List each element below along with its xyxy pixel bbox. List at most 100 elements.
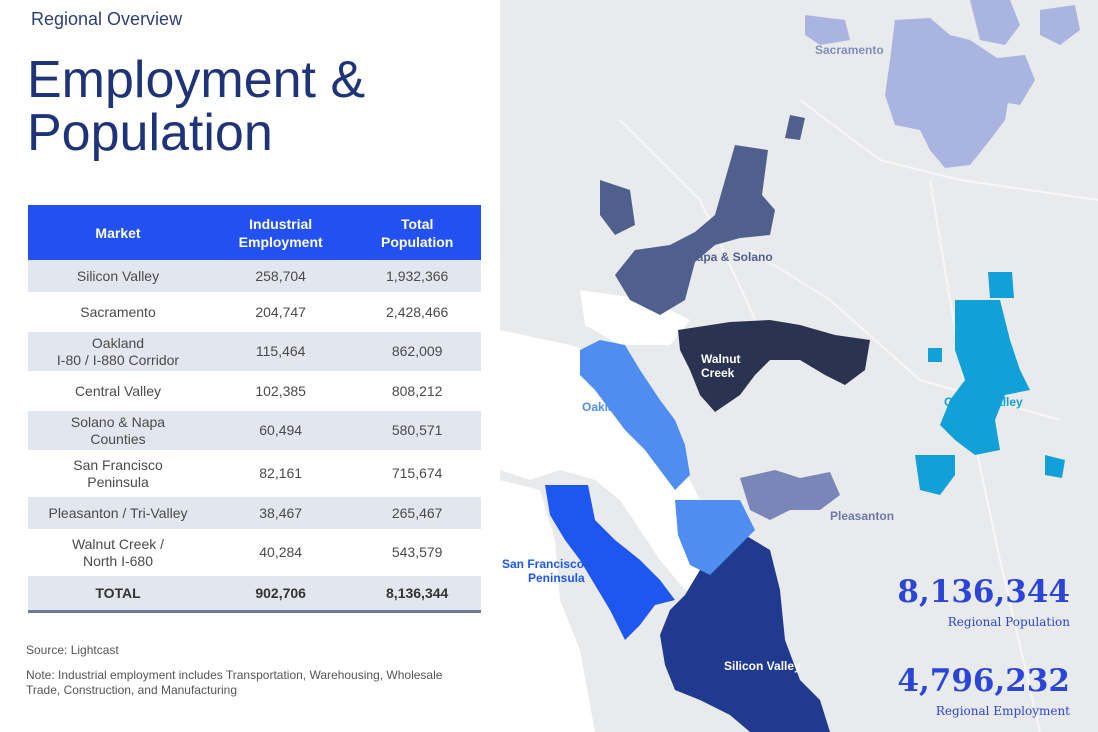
- region-napa-ne: [785, 115, 805, 140]
- region-napa-solano: [615, 145, 775, 315]
- market-name: Pleasanton / Tri-Valley: [48, 504, 188, 521]
- market-cell: Sacramento: [28, 294, 208, 332]
- regional-population-stat: 8,136,344 Regional Population: [897, 575, 1070, 629]
- market-name: Solano & Napa: [70, 413, 166, 430]
- map-label-silicon-valley: Silicon Valley: [724, 659, 801, 673]
- market-name: Walnut Creek /: [71, 535, 165, 552]
- employment-cell: 102,385: [208, 373, 354, 411]
- market-name-sub: Peninsula: [87, 473, 149, 490]
- column-header-label: Population: [381, 233, 454, 250]
- table-row: Walnut Creek / North I-680 40,284 543,579: [28, 531, 481, 576]
- table-header-row: Market Industrial Employment Total Populat…: [28, 205, 481, 260]
- market-name-sub: Counties: [90, 430, 146, 447]
- market-name: Oakland: [91, 334, 145, 351]
- region-walnut-creek: [678, 320, 870, 412]
- market-name: Central Valley: [74, 382, 162, 399]
- eyebrow-label: Regional Overview: [31, 9, 183, 29]
- total-population: 8,136,344: [353, 574, 481, 613]
- region-sacramento-west: [805, 15, 850, 45]
- market-cell: Walnut Creek / North I-680: [28, 531, 208, 576]
- map-label-pleasanton: Pleasanton: [830, 509, 894, 523]
- table-row: Pleasanton / Tri-Valley 38,467 265,467: [28, 495, 481, 533]
- employment-cell: 258,704: [208, 260, 354, 296]
- market-cell: Central Valley: [28, 373, 208, 411]
- table-row: San Francisco Peninsula 82,161 715,674: [28, 452, 481, 497]
- regional-employment-label: Regional Employment: [935, 704, 1070, 718]
- map-label-napa-solano: Napa & Solano: [688, 250, 773, 264]
- footnote: Note: Industrial employment includes Tra…: [26, 668, 443, 697]
- table-total-row: TOTAL 902,706 8,136,344: [28, 574, 481, 613]
- region-sacramento-east: [1040, 5, 1080, 45]
- population-cell: 2,428,466: [353, 294, 481, 332]
- regional-employment-stat: 4,796,232 Regional Employment: [897, 664, 1070, 718]
- source-note: Source: Lightcast: [26, 643, 119, 657]
- column-header-label: Employment: [238, 233, 323, 250]
- page-title: Employment & Population: [27, 54, 467, 160]
- column-header-employment: Industrial Employment: [208, 205, 354, 260]
- title-line-1: Employment &: [27, 51, 366, 109]
- region-napa-north: [600, 180, 635, 235]
- table-row: Central Valley 102,385 808,212: [28, 373, 481, 411]
- table-row: Solano & Napa Counties 60,494 580,571: [28, 409, 481, 454]
- san-pablo-bay: [580, 290, 690, 345]
- map-canvas: Sacramento Napa & Solano Walnut Creek Oa…: [500, 0, 1098, 732]
- region-central-valley-east: [1045, 455, 1065, 478]
- map-label-walnut-creek-2: Creek: [701, 366, 735, 380]
- population-cell: 1,932,366: [353, 260, 481, 296]
- population-cell: 808,212: [353, 373, 481, 411]
- employment-cell: 38,467: [208, 495, 354, 533]
- market-name: San Francisco: [73, 456, 163, 473]
- region-sacramento-se: [980, 55, 1035, 105]
- region-central-valley-dot: [928, 348, 942, 362]
- total-label: TOTAL: [28, 574, 208, 613]
- region-silicon-valley: [660, 535, 830, 732]
- region-sacramento: [885, 18, 1010, 168]
- column-header-label: Total: [400, 215, 434, 232]
- market-cell: Oakland I-80 / I-880 Corridor: [28, 330, 208, 375]
- regional-population-label: Regional Population: [947, 615, 1070, 629]
- map-label-sf-peninsula-1: San Francisco: [502, 557, 584, 571]
- population-cell: 862,009: [353, 330, 481, 375]
- map-label-central-valley: Central Valley: [944, 395, 1023, 409]
- market-cell: Solano & Napa Counties: [28, 409, 208, 454]
- market-cell: Silicon Valley: [28, 260, 208, 296]
- market-name: Silicon Valley: [76, 267, 160, 284]
- column-header-label: Market: [95, 224, 141, 241]
- market-name-sub: North I-680: [82, 552, 154, 569]
- market-name-sub: I-80 / I-880 Corridor: [56, 351, 180, 368]
- map-label-oakland: Oakland: [582, 400, 629, 414]
- region-pleasanton-south: [675, 500, 755, 575]
- population-cell: 580,571: [353, 409, 481, 454]
- region-central-valley-north: [988, 272, 1014, 298]
- market-name: Sacramento: [80, 303, 156, 320]
- market-cell: San Francisco Peninsula: [28, 452, 208, 497]
- population-cell: 543,579: [353, 531, 481, 576]
- left-panel: Regional Overview Employment & Populatio…: [0, 0, 500, 732]
- map-label-sf-peninsula-2: Peninsula: [528, 571, 585, 585]
- san-francisco-bay: [500, 330, 730, 600]
- regional-population-value: 8,136,344: [897, 574, 1070, 610]
- employment-cell: 82,161: [208, 452, 354, 497]
- population-cell: 265,467: [353, 495, 481, 533]
- region-sacramento-north: [970, 0, 1020, 45]
- region-central-valley: [940, 300, 1030, 455]
- employment-cell: 40,284: [208, 531, 354, 576]
- market-cell: Pleasanton / Tri-Valley: [28, 495, 208, 533]
- region-pleasanton: [740, 470, 840, 520]
- employment-cell: 115,464: [208, 330, 354, 375]
- map-label-walnut-creek-1: Walnut: [701, 352, 741, 366]
- market-table: Market Industrial Employment Total Populat…: [28, 205, 481, 613]
- column-header-population: Total Population: [353, 205, 481, 260]
- map-label-sacramento: Sacramento: [815, 43, 884, 57]
- column-header-market: Market: [28, 205, 208, 260]
- employment-cell: 60,494: [208, 409, 354, 454]
- region-oakland: [580, 340, 690, 490]
- table-row: Oakland I-80 / I-880 Corridor 115,464 862…: [28, 330, 481, 375]
- region-map: Sacramento Napa & Solano Walnut Creek Oa…: [500, 0, 1098, 732]
- region-central-valley-west: [915, 455, 955, 495]
- population-cell: 715,674: [353, 452, 481, 497]
- table-row: Silicon Valley 258,704 1,932,366: [28, 260, 481, 296]
- column-header-label: Industrial: [249, 215, 313, 232]
- employment-cell: 204,747: [208, 294, 354, 332]
- total-employment: 902,706: [208, 574, 354, 613]
